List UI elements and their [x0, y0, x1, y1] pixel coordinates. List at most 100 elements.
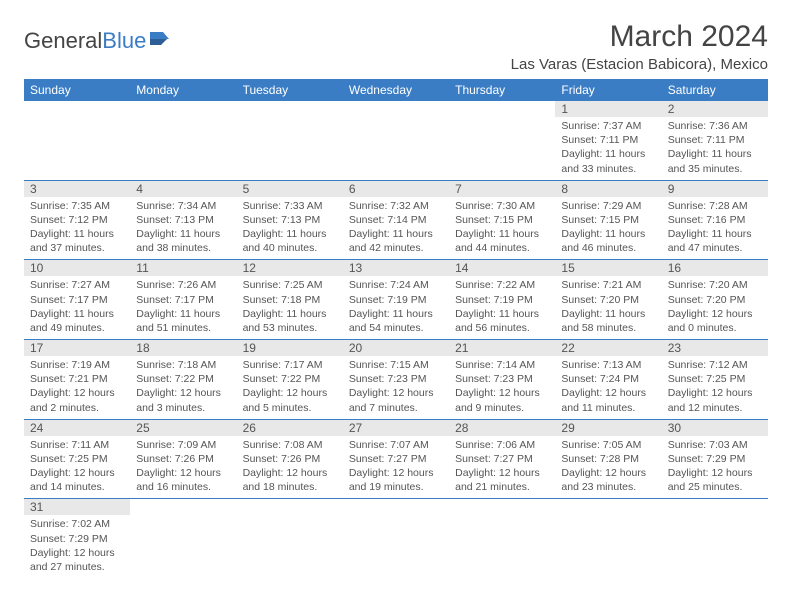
day-number: 20 — [343, 340, 449, 356]
weekday-header: Monday — [130, 79, 236, 101]
day-details: Sunrise: 7:28 AMSunset: 7:16 PMDaylight:… — [662, 197, 768, 260]
calendar-day-cell: 10Sunrise: 7:27 AMSunset: 7:17 PMDayligh… — [24, 260, 130, 340]
weekday-header: Sunday — [24, 79, 130, 101]
day-details: Sunrise: 7:30 AMSunset: 7:15 PMDaylight:… — [449, 197, 555, 260]
location: Las Varas (Estacion Babicora), Mexico — [511, 56, 768, 73]
calendar-day-cell: 29Sunrise: 7:05 AMSunset: 7:28 PMDayligh… — [555, 419, 661, 499]
calendar-day-cell: 4Sunrise: 7:34 AMSunset: 7:13 PMDaylight… — [130, 180, 236, 260]
calendar-day-cell: 17Sunrise: 7:19 AMSunset: 7:21 PMDayligh… — [24, 340, 130, 420]
calendar-empty-cell — [24, 101, 130, 180]
calendar-day-cell: 5Sunrise: 7:33 AMSunset: 7:13 PMDaylight… — [237, 180, 343, 260]
day-details: Sunrise: 7:24 AMSunset: 7:19 PMDaylight:… — [343, 276, 449, 339]
calendar-day-cell: 18Sunrise: 7:18 AMSunset: 7:22 PMDayligh… — [130, 340, 236, 420]
title-block: March 2024 Las Varas (Estacion Babicora)… — [511, 20, 768, 73]
weekday-header: Wednesday — [343, 79, 449, 101]
calendar-empty-cell — [343, 499, 449, 578]
weekday-header: Tuesday — [237, 79, 343, 101]
day-details: Sunrise: 7:11 AMSunset: 7:25 PMDaylight:… — [24, 436, 130, 499]
logo: GeneralBlue — [24, 28, 171, 54]
calendar-day-cell: 27Sunrise: 7:07 AMSunset: 7:27 PMDayligh… — [343, 419, 449, 499]
calendar-day-cell: 19Sunrise: 7:17 AMSunset: 7:22 PMDayligh… — [237, 340, 343, 420]
calendar-day-cell: 25Sunrise: 7:09 AMSunset: 7:26 PMDayligh… — [130, 419, 236, 499]
day-number: 26 — [237, 420, 343, 436]
day-details: Sunrise: 7:07 AMSunset: 7:27 PMDaylight:… — [343, 436, 449, 499]
day-number: 14 — [449, 260, 555, 276]
calendar-empty-cell — [130, 499, 236, 578]
day-details: Sunrise: 7:06 AMSunset: 7:27 PMDaylight:… — [449, 436, 555, 499]
calendar-week-row: 24Sunrise: 7:11 AMSunset: 7:25 PMDayligh… — [24, 419, 768, 499]
day-number: 23 — [662, 340, 768, 356]
day-details: Sunrise: 7:12 AMSunset: 7:25 PMDaylight:… — [662, 356, 768, 419]
day-details: Sunrise: 7:05 AMSunset: 7:28 PMDaylight:… — [555, 436, 661, 499]
calendar-day-cell: 31Sunrise: 7:02 AMSunset: 7:29 PMDayligh… — [24, 499, 130, 578]
day-number: 9 — [662, 181, 768, 197]
calendar-day-cell: 8Sunrise: 7:29 AMSunset: 7:15 PMDaylight… — [555, 180, 661, 260]
calendar-day-cell: 15Sunrise: 7:21 AMSunset: 7:20 PMDayligh… — [555, 260, 661, 340]
calendar-empty-cell — [449, 101, 555, 180]
calendar-day-cell: 6Sunrise: 7:32 AMSunset: 7:14 PMDaylight… — [343, 180, 449, 260]
calendar-week-row: 1Sunrise: 7:37 AMSunset: 7:11 PMDaylight… — [24, 101, 768, 180]
day-details: Sunrise: 7:37 AMSunset: 7:11 PMDaylight:… — [555, 117, 661, 180]
calendar-day-cell: 30Sunrise: 7:03 AMSunset: 7:29 PMDayligh… — [662, 419, 768, 499]
day-number: 16 — [662, 260, 768, 276]
day-details: Sunrise: 7:14 AMSunset: 7:23 PMDaylight:… — [449, 356, 555, 419]
day-number: 30 — [662, 420, 768, 436]
day-details: Sunrise: 7:08 AMSunset: 7:26 PMDaylight:… — [237, 436, 343, 499]
calendar-week-row: 10Sunrise: 7:27 AMSunset: 7:17 PMDayligh… — [24, 260, 768, 340]
day-details: Sunrise: 7:20 AMSunset: 7:20 PMDaylight:… — [662, 276, 768, 339]
day-number: 27 — [343, 420, 449, 436]
day-details: Sunrise: 7:34 AMSunset: 7:13 PMDaylight:… — [130, 197, 236, 260]
day-details: Sunrise: 7:36 AMSunset: 7:11 PMDaylight:… — [662, 117, 768, 180]
calendar-day-cell: 21Sunrise: 7:14 AMSunset: 7:23 PMDayligh… — [449, 340, 555, 420]
calendar-day-cell: 3Sunrise: 7:35 AMSunset: 7:12 PMDaylight… — [24, 180, 130, 260]
logo-text-general: General — [24, 28, 102, 54]
calendar-day-cell: 22Sunrise: 7:13 AMSunset: 7:24 PMDayligh… — [555, 340, 661, 420]
day-number: 13 — [343, 260, 449, 276]
weekday-header: Friday — [555, 79, 661, 101]
day-number: 17 — [24, 340, 130, 356]
calendar-week-row: 31Sunrise: 7:02 AMSunset: 7:29 PMDayligh… — [24, 499, 768, 578]
calendar-day-cell: 13Sunrise: 7:24 AMSunset: 7:19 PMDayligh… — [343, 260, 449, 340]
day-details: Sunrise: 7:27 AMSunset: 7:17 PMDaylight:… — [24, 276, 130, 339]
day-details: Sunrise: 7:02 AMSunset: 7:29 PMDaylight:… — [24, 515, 130, 578]
day-number: 25 — [130, 420, 236, 436]
day-number: 19 — [237, 340, 343, 356]
logo-text-blue: Blue — [102, 28, 146, 54]
calendar-table: SundayMondayTuesdayWednesdayThursdayFrid… — [24, 79, 768, 578]
day-details: Sunrise: 7:19 AMSunset: 7:21 PMDaylight:… — [24, 356, 130, 419]
calendar-day-cell: 11Sunrise: 7:26 AMSunset: 7:17 PMDayligh… — [130, 260, 236, 340]
weekday-header: Thursday — [449, 79, 555, 101]
day-number: 5 — [237, 181, 343, 197]
day-number: 29 — [555, 420, 661, 436]
day-number: 22 — [555, 340, 661, 356]
header: GeneralBlue March 2024 Las Varas (Estaci… — [24, 20, 768, 73]
calendar-day-cell: 24Sunrise: 7:11 AMSunset: 7:25 PMDayligh… — [24, 419, 130, 499]
day-number: 2 — [662, 101, 768, 117]
weekday-header-row: SundayMondayTuesdayWednesdayThursdayFrid… — [24, 79, 768, 101]
day-number: 4 — [130, 181, 236, 197]
calendar-day-cell: 9Sunrise: 7:28 AMSunset: 7:16 PMDaylight… — [662, 180, 768, 260]
calendar-empty-cell — [130, 101, 236, 180]
weekday-header: Saturday — [662, 79, 768, 101]
day-details: Sunrise: 7:22 AMSunset: 7:19 PMDaylight:… — [449, 276, 555, 339]
calendar-empty-cell — [343, 101, 449, 180]
calendar-empty-cell — [237, 101, 343, 180]
day-number: 12 — [237, 260, 343, 276]
calendar-day-cell: 7Sunrise: 7:30 AMSunset: 7:15 PMDaylight… — [449, 180, 555, 260]
day-details: Sunrise: 7:26 AMSunset: 7:17 PMDaylight:… — [130, 276, 236, 339]
calendar-day-cell: 1Sunrise: 7:37 AMSunset: 7:11 PMDaylight… — [555, 101, 661, 180]
calendar-empty-cell — [555, 499, 661, 578]
day-details: Sunrise: 7:09 AMSunset: 7:26 PMDaylight:… — [130, 436, 236, 499]
day-details: Sunrise: 7:32 AMSunset: 7:14 PMDaylight:… — [343, 197, 449, 260]
day-number: 28 — [449, 420, 555, 436]
day-details: Sunrise: 7:35 AMSunset: 7:12 PMDaylight:… — [24, 197, 130, 260]
day-number: 8 — [555, 181, 661, 197]
calendar-day-cell: 16Sunrise: 7:20 AMSunset: 7:20 PMDayligh… — [662, 260, 768, 340]
day-details: Sunrise: 7:15 AMSunset: 7:23 PMDaylight:… — [343, 356, 449, 419]
day-number: 18 — [130, 340, 236, 356]
day-number: 31 — [24, 499, 130, 515]
month-title: March 2024 — [511, 20, 768, 54]
calendar-day-cell: 20Sunrise: 7:15 AMSunset: 7:23 PMDayligh… — [343, 340, 449, 420]
day-number: 15 — [555, 260, 661, 276]
calendar-week-row: 3Sunrise: 7:35 AMSunset: 7:12 PMDaylight… — [24, 180, 768, 260]
